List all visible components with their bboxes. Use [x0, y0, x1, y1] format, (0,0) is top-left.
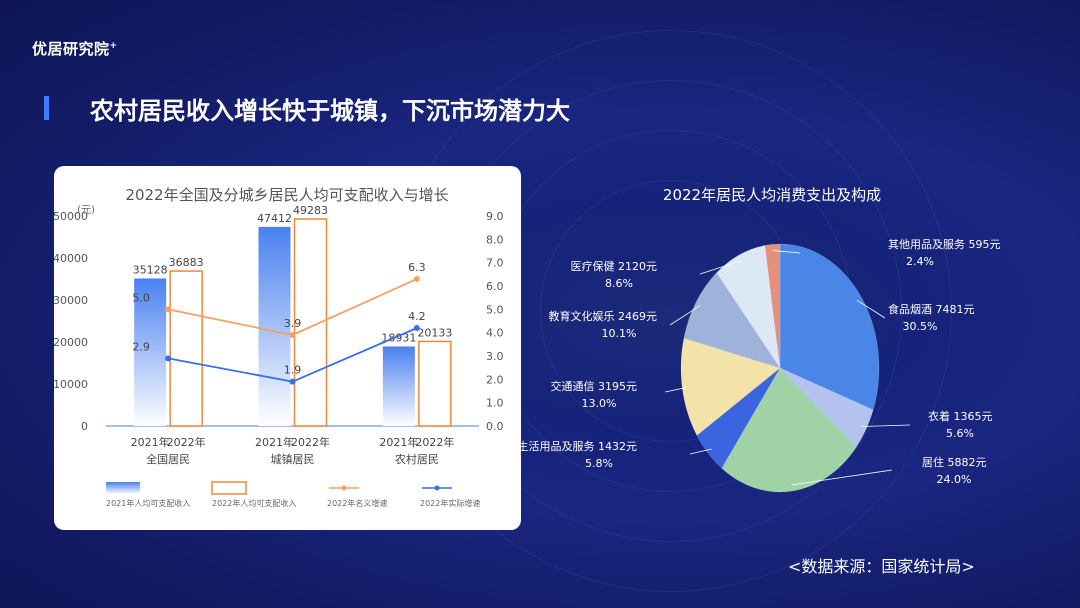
pie-slice [683, 272, 781, 369]
bar-2022-label: 20133 [417, 326, 452, 339]
y2-tick-label: 0.0 [486, 420, 504, 433]
x-sub-label: 2021年 [379, 435, 418, 449]
y-tick-label: 30000 [54, 294, 88, 307]
brand-mark: + [109, 41, 118, 51]
pie-label: 衣着 1365元 [928, 409, 993, 423]
page-title: 农村居民收入增长快于城镇，下沉市场潜力大 [90, 97, 570, 125]
legend-label: 2022年实际增速 [420, 498, 480, 508]
pie-label: 居住 5882元 [922, 455, 987, 469]
pie-leader-line [669, 305, 701, 326]
bar-2022 [169, 270, 203, 427]
real-growth-label: 4.2 [408, 310, 426, 323]
legend-swatch [211, 481, 247, 495]
pie-pct: 13.0% [582, 397, 617, 410]
nominal-growth-label: 6.3 [408, 261, 426, 274]
nominal-growth-label: 5.0 [132, 291, 150, 304]
bar-2021-label: 35128 [133, 263, 168, 276]
pie-leader-line [689, 448, 712, 455]
bar-2022 [418, 340, 452, 427]
x-category-label: 城镇居民 [271, 452, 315, 466]
bar-2022-label: 36883 [169, 256, 204, 269]
title-accent-bar [44, 96, 49, 120]
pie-pct: 5.6% [946, 427, 974, 440]
y-axis-unit: (元) [77, 205, 95, 216]
real-growth-label: 1.9 [284, 364, 302, 377]
x-category-label: 全国居民 [146, 452, 190, 466]
pie-label: 交通通信 3195元 [551, 379, 638, 393]
y2-tick-label: 7.0 [486, 257, 504, 270]
y2-tick-label: 3.0 [486, 350, 504, 363]
real-growth-point [289, 378, 296, 385]
y-tick-label: 10000 [54, 378, 88, 391]
legend-marker [434, 485, 440, 491]
real-growth-point [165, 355, 172, 362]
y2-tick-label: 6.0 [486, 280, 504, 293]
bar-2021-label: 47412 [257, 212, 292, 225]
y-tick-label: 40000 [54, 252, 88, 265]
x-sub-label: 2022年 [415, 435, 454, 449]
y2-tick-label: 2.0 [486, 373, 504, 386]
pie-label: 医疗保健 2120元 [571, 259, 658, 273]
y2-tick-label: 5.0 [486, 303, 504, 316]
bar-2022-label: 49283 [293, 204, 328, 217]
x-sub-label: 2021年 [255, 435, 294, 449]
pie-label: 食品烟酒 7481元 [888, 302, 975, 316]
pie-label: 生活用品及服务 1432元 [520, 439, 637, 453]
legend-swatch [106, 482, 140, 494]
y-tick-label: 50000 [54, 210, 88, 223]
pie-pct: 24.0% [937, 473, 972, 486]
nominal-growth-point [165, 306, 172, 313]
pie-pct: 8.6% [605, 277, 633, 290]
pie-label: 教育文化娱乐 2469元 [549, 309, 658, 323]
y2-tick-label: 4.0 [486, 327, 504, 340]
bar-2021 [134, 278, 167, 426]
pie-leader-line [699, 260, 742, 275]
y2-tick-label: 8.0 [486, 233, 504, 246]
bar-2021 [382, 346, 415, 426]
pie-pct: 10.1% [602, 327, 637, 340]
legend-label: 2022年名义增速 [327, 498, 387, 508]
pie-label: 其他用品及服务 595元 [888, 238, 1001, 251]
income-chart: 2022年全国及分城乡居民人均可支配收入与增长 (元) 0 10000 20000 300… [54, 186, 504, 508]
chart-title: 2022年全国及分城乡居民人均可支配收入与增长 [125, 186, 448, 204]
pie-pct: 2.4% [906, 255, 934, 268]
legend-label: 2022年人均可支配收入 [212, 498, 296, 508]
x-sub-label: 2022年 [291, 435, 330, 449]
real-growth-label: 2.9 [132, 340, 150, 353]
pie-title: 2022年居民人均消费支出及构成 [663, 186, 881, 204]
nominal-growth-point [413, 276, 420, 282]
pie-pct: 30.5% [903, 320, 938, 333]
pie-leader-line [772, 250, 801, 254]
real-growth-point [413, 325, 420, 331]
y2-tick-label: 9.0 [486, 210, 504, 223]
nominal-growth-point [289, 332, 296, 338]
pie-leader-line [791, 469, 893, 486]
pie-slice [716, 245, 781, 369]
brand-name: 优居研究院 [32, 40, 110, 58]
x-sub-label: 2022年 [167, 435, 206, 449]
pie-leader-line [664, 387, 688, 393]
pie-slice [696, 367, 781, 469]
x-sub-label: 2021年 [131, 435, 170, 449]
pie-slice [764, 243, 781, 369]
y2-tick-label: 1.0 [486, 397, 504, 410]
nominal-growth-label: 3.9 [284, 317, 302, 330]
y-tick-label: 20000 [54, 336, 88, 349]
y-tick-label: 0 [81, 420, 88, 433]
legend-marker [341, 485, 347, 491]
bar-2021-label: 18931 [381, 331, 416, 344]
legend-label: 2021年人均可支配收入 [106, 498, 190, 508]
pie-slice [779, 243, 880, 411]
pie-leader-line [861, 424, 911, 427]
pie-slice [721, 367, 857, 493]
x-category-label: 农村居民 [395, 452, 439, 466]
brand-logo: 优居研究院+ [32, 38, 118, 59]
income-chart-card: 2022年全国及分城乡居民人均可支配收入与增长 (元) 0 10000 20000 300… [54, 166, 521, 530]
data-source: <数据来源：国家统计局> [788, 557, 975, 576]
pie-leader-line [856, 299, 886, 319]
pie-slice [779, 367, 874, 448]
bar-2021 [258, 226, 291, 426]
pie-pct: 5.8% [585, 457, 613, 470]
